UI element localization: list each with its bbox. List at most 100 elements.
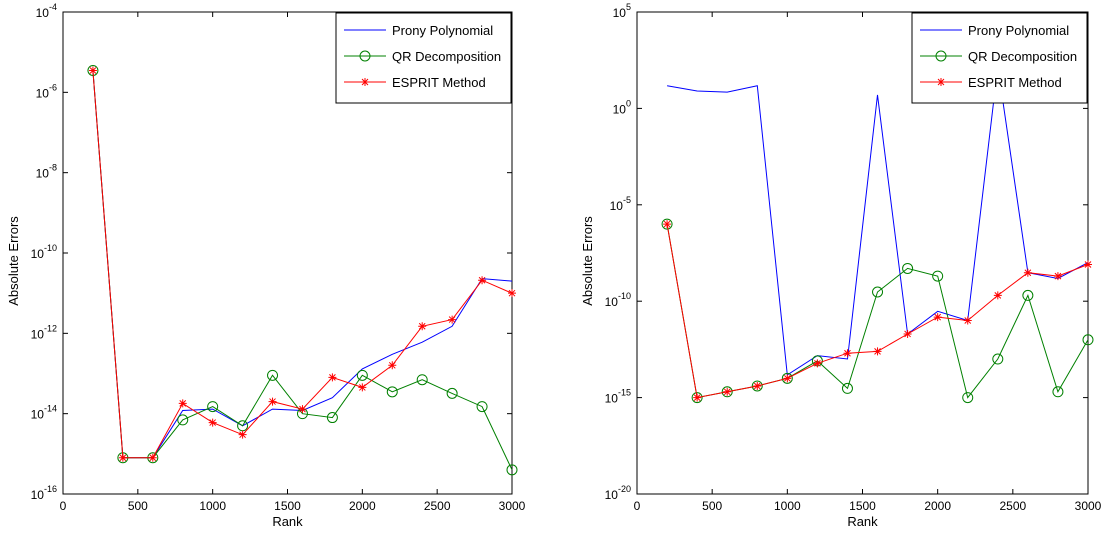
x-tick-label: 3000	[499, 499, 526, 513]
data-point	[328, 373, 337, 382]
y-tick-label: 10-4	[36, 2, 57, 20]
data-point	[267, 369, 279, 381]
legend-label: ESPRIT Method	[968, 75, 1062, 90]
y-axis-label: Absolute Errors	[6, 216, 21, 306]
legend-label: Prony Polynomial	[392, 23, 493, 38]
data-point	[663, 220, 672, 229]
y-tick-label: 10-14	[31, 404, 57, 422]
legend-box	[335, 12, 512, 104]
chart-2: 0 500 1000 1500 2000 2500 3000 10-20 10-15 10-10 1…	[580, 2, 1102, 529]
data-point	[872, 286, 884, 298]
series-prony-polynomial	[667, 66, 1089, 376]
x-axis-label: Rank	[847, 514, 878, 529]
y-tick-label: 10-16	[31, 484, 57, 502]
x-tick-label: 1500	[849, 499, 876, 513]
data-point	[873, 347, 882, 356]
data-point	[418, 322, 427, 331]
y-tick-label: 10-8	[36, 163, 57, 181]
x-tick-label: 1000	[199, 499, 226, 513]
data-point	[841, 382, 853, 394]
y-tick-label: 105	[613, 2, 631, 20]
series-line	[92, 70, 513, 471]
legend: Prony Polynomial QR Decomposition ESPRIT M…	[335, 12, 512, 104]
y-tick-label: 10-12	[31, 323, 57, 341]
data-point	[903, 329, 912, 338]
data-point	[993, 291, 1002, 300]
data-point	[813, 359, 822, 368]
y-tick-label: 100	[613, 98, 631, 116]
data-point	[506, 464, 518, 476]
chart-1: 0 500 1000 1500 2000 2500 3000 10-16 10-14 10-12 1…	[6, 2, 526, 529]
y-axis-label: Absolute Errors	[580, 216, 595, 306]
legend-label: QR Decomposition	[968, 49, 1077, 64]
legend-label: QR Decomposition	[392, 49, 501, 64]
y-tick-label: 10-15	[605, 388, 631, 406]
data-point	[178, 399, 187, 408]
y-tick-label: 10-5	[610, 195, 631, 213]
data-point	[118, 453, 127, 462]
data-point	[1082, 334, 1094, 346]
data-point	[933, 313, 942, 322]
x-tick-label: 1000	[774, 499, 801, 513]
x-tick-label: 500	[128, 499, 148, 513]
x-tick-label: 2500	[999, 499, 1026, 513]
series-esprit-method	[88, 66, 516, 462]
data-point	[1052, 386, 1064, 398]
data-point	[356, 369, 368, 381]
x-tick-label: 2000	[349, 499, 376, 513]
data-point	[207, 401, 219, 413]
x-tick-label: 2500	[424, 499, 451, 513]
data-point	[1023, 268, 1032, 277]
legend-marker	[361, 78, 369, 86]
data-point	[238, 430, 247, 439]
data-point	[723, 387, 732, 396]
data-point	[992, 353, 1004, 365]
data-point	[177, 414, 189, 426]
data-point	[88, 66, 97, 75]
data-point	[691, 392, 703, 404]
x-tick-label: 0	[60, 499, 67, 513]
data-point	[661, 218, 673, 230]
series-line	[667, 66, 1089, 376]
data-point	[476, 401, 488, 413]
data-point	[781, 372, 793, 384]
data-point	[1053, 272, 1062, 281]
x-tick-label: 3000	[1075, 499, 1102, 513]
data-point	[208, 418, 217, 427]
y-tick-label: 10-10	[31, 243, 57, 261]
data-point	[478, 276, 487, 285]
data-point	[298, 405, 307, 414]
data-point	[1022, 289, 1034, 301]
y-tick-label: 10-10	[605, 291, 631, 309]
data-point	[508, 289, 516, 298]
legend-label: Prony Polynomial	[968, 23, 1069, 38]
data-point	[326, 412, 338, 424]
data-point	[386, 386, 398, 398]
data-point	[721, 386, 733, 398]
data-point	[148, 453, 157, 462]
x-axis-label: Rank	[272, 514, 303, 529]
data-point	[932, 270, 944, 282]
data-point	[753, 381, 762, 390]
data-point	[902, 262, 914, 274]
data-point	[1084, 260, 1092, 269]
y-tick-label: 10-20	[605, 484, 631, 502]
legend-box	[911, 12, 1088, 104]
data-point	[783, 374, 792, 383]
x-tick-label: 500	[702, 499, 722, 513]
legend-label: ESPRIT Method	[392, 75, 486, 90]
data-point	[962, 392, 974, 404]
data-point	[388, 361, 397, 370]
data-point	[358, 383, 367, 392]
data-point	[268, 397, 277, 406]
x-tick-label: 1500	[274, 499, 301, 513]
legend-marker	[935, 50, 947, 62]
data-point	[843, 349, 852, 358]
legend-marker	[937, 78, 945, 86]
y-tick-label: 10-6	[36, 82, 57, 100]
data-point	[448, 315, 457, 324]
x-tick-label: 2000	[924, 499, 951, 513]
x-tick-label: 0	[634, 499, 641, 513]
data-point	[693, 393, 702, 402]
